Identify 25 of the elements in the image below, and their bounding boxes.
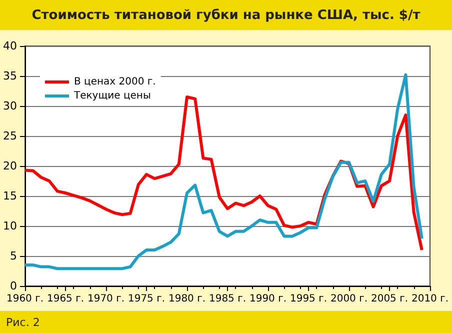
x-tick-label: 1970 г. [87, 294, 125, 304]
x-tick-label: 1980 г. [168, 294, 206, 304]
x-tick-label: 1990 г. [249, 294, 287, 304]
y-tick-label: 0 [10, 280, 17, 292]
x-tick-label: 2010 г. [411, 294, 449, 304]
x-tick-label: 1985 г. [208, 294, 246, 304]
x-tick-label: 1995 г. [290, 294, 328, 304]
y-tick-label: 25 [3, 130, 17, 142]
y-tick-label: 15 [3, 190, 17, 202]
y-tick-label: 20 [3, 160, 17, 172]
x-tick-label: 2000 г. [330, 294, 368, 304]
x-tick-label: 1975 г. [128, 294, 166, 304]
legend-label: Текущие цены [73, 90, 151, 102]
legend-label: В ценах 2000 г. [74, 76, 156, 88]
x-tick-label: 1960 г. [6, 294, 44, 304]
y-tick-label: 35 [3, 70, 17, 82]
y-tick-label: 40 [3, 40, 17, 52]
y-tick-label: 5 [10, 250, 17, 262]
y-tick-label: 30 [3, 100, 17, 112]
line-series [24, 73, 424, 270]
x-tick-label: 1965 г. [46, 294, 84, 304]
chart-title: Стоимость титановой губки на рынке США, тыс. $/т [0, 0, 452, 30]
x-tick-label: 2005 г. [370, 294, 408, 304]
y-tick-label: 10 [3, 220, 17, 232]
text: Рис. 2 [0, 311, 452, 333]
